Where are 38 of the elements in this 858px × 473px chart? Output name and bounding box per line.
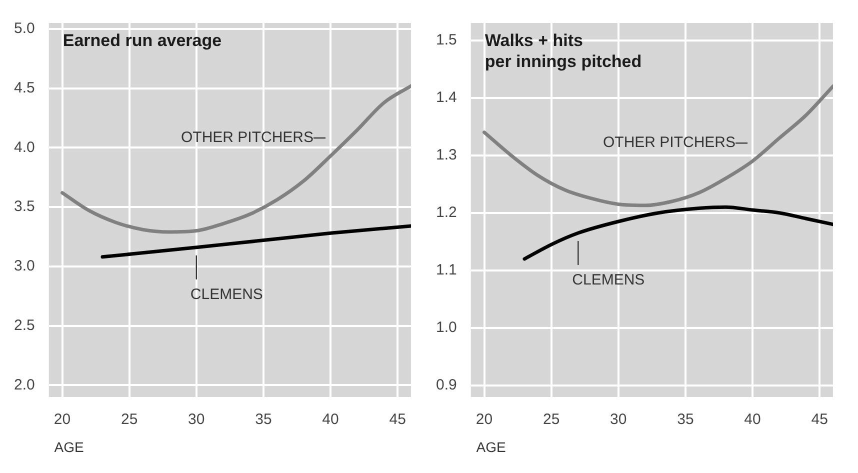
x-tick-label: 25: [542, 411, 560, 428]
line-series: [60, 84, 411, 234]
x-axis-title: AGE: [476, 438, 506, 455]
x-tick-label: 20: [54, 411, 71, 428]
series-label: OTHER PITCHERS: [181, 129, 314, 146]
x-axis-title: AGE: [54, 438, 84, 455]
y-tick-label: 1.3: [436, 146, 457, 164]
y-tick-label: 1.2: [436, 204, 457, 222]
y-tick-label: 2.5: [14, 316, 35, 334]
y-tick-label: 1.0: [436, 319, 457, 336]
y-tick-label: 1.5: [436, 31, 457, 48]
x-tick-label: 25: [120, 411, 138, 428]
x-tick-label: 35: [255, 411, 272, 428]
x-tick-label: 40: [744, 411, 761, 428]
y-tick-label: 1.1: [436, 262, 457, 279]
text: Earned run average: [62, 31, 222, 50]
y-tick-label: 4.5: [14, 79, 35, 96]
y-tick-label: 1.4: [436, 88, 457, 106]
y-tick-label: 3.5: [14, 198, 35, 216]
x-tick-label: 45: [811, 411, 828, 428]
x-tick-label: 40: [322, 411, 339, 428]
x-tick-label: 30: [610, 411, 627, 428]
series-label: OTHER PITCHERS: [603, 134, 736, 152]
y-tick-label: 3.0: [14, 258, 35, 275]
text: Walks + hits per innings pitched: [484, 31, 642, 72]
line-series: [482, 84, 833, 208]
line-series: [100, 224, 411, 259]
y-tick-label: 4.0: [14, 138, 35, 156]
y-tick-label: 0.9: [436, 376, 457, 394]
x-tick-label: 45: [389, 411, 406, 428]
y-tick-label: 5.0: [14, 20, 35, 38]
x-tick-label: 30: [188, 411, 205, 428]
x-tick-label: 20: [476, 411, 493, 428]
text: CLEMENS: [572, 272, 645, 289]
x-tick-label: 35: [677, 411, 694, 428]
y-tick-label: 2.0: [14, 376, 35, 394]
text: CLEMENS: [190, 286, 263, 304]
line-series: [522, 205, 833, 261]
